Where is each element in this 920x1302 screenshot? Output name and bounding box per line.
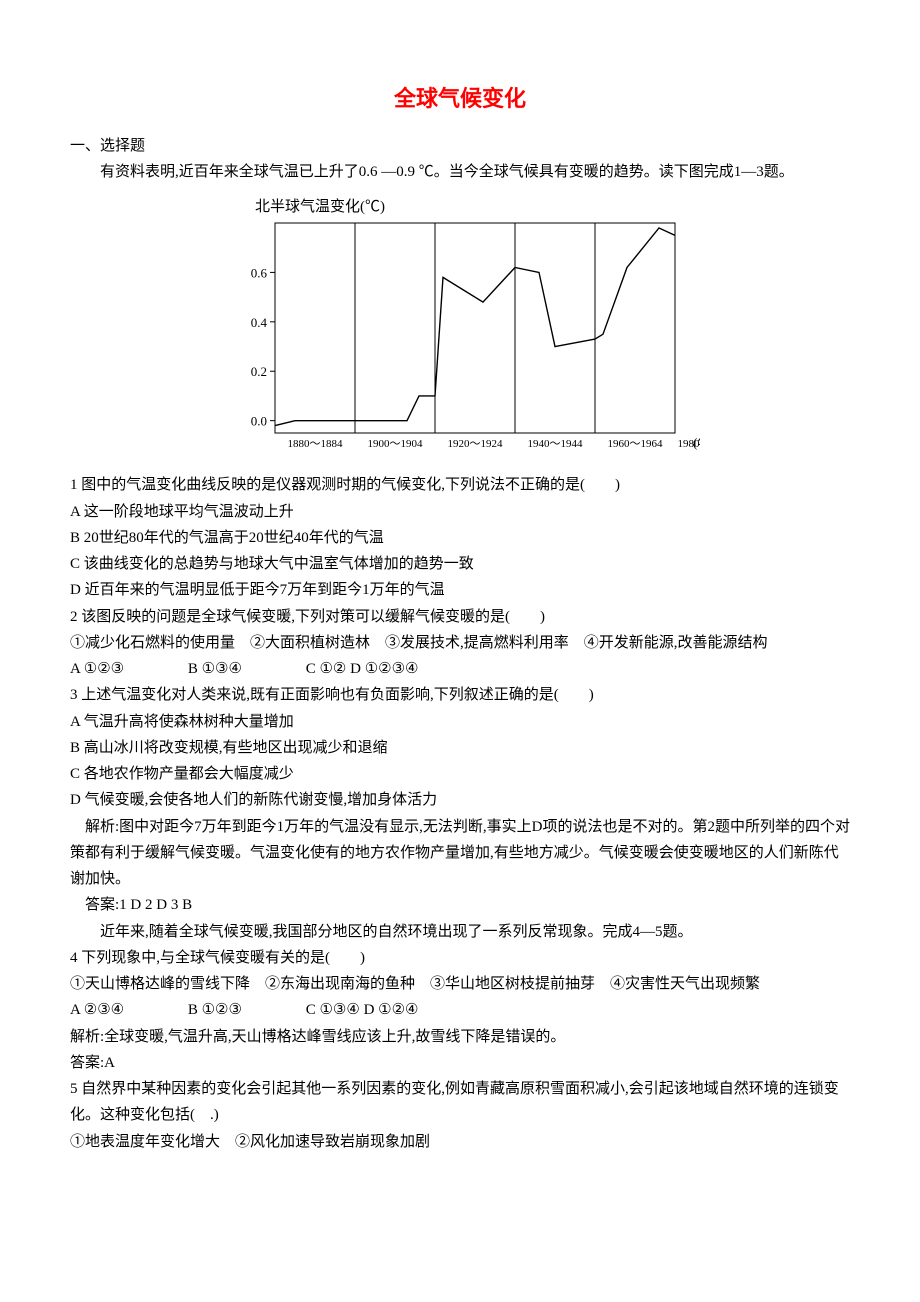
svg-text:1900～1904: 1900～1904	[368, 438, 423, 450]
q4-answer: 答案:A	[70, 1050, 850, 1076]
q2-opt-cd: C ①② D ①②③④	[306, 656, 419, 682]
svg-text:(年): (年)	[693, 435, 700, 450]
q3-opt-c: C 各地农作物产量都会大幅度减少	[70, 761, 850, 787]
q2-opt-a: A ①②③	[70, 656, 124, 682]
q1-opt-b: B 20世纪80年代的气温高于20世纪40年代的气温	[70, 525, 850, 551]
svg-text:北半球气温变化(℃): 北半球气温变化(℃)	[255, 198, 385, 215]
svg-text:0.2: 0.2	[251, 364, 267, 379]
q3-analysis: 解析:图中对距今7万年到距今1万年的气温没有显示,无法判断,事实上D项的说法也是…	[70, 814, 850, 893]
q1-stem: 1 图中的气温变化曲线反映的是仪器观测时期的气候变化,下列说法不正确的是( )	[70, 472, 850, 498]
q3-opt-d: D 气候变暖,会使各地人们的新陈代谢变慢,增加身体活力	[70, 787, 850, 813]
q1-opt-a: A 这一阶段地球平均气温波动上升	[70, 499, 850, 525]
q1-opt-d: D 近百年来的气温明显低于距今7万年到距今1万年的气温	[70, 577, 850, 603]
q3-stem: 3 上述气温变化对人类来说,既有正面影响也有负面影响,下列叙述正确的是( )	[70, 682, 850, 708]
q3-answer: 答案:1 D 2 D 3 B	[70, 892, 850, 918]
q2-items: ①减少化石燃料的使用量 ②大面积植树造林 ③发展技术,提高燃料利用率 ④开发新能…	[70, 630, 850, 656]
q4-analysis: 解析:全球变暖,气温升高,天山博格达峰雪线应该上升,故雪线下降是错误的。	[70, 1024, 850, 1050]
svg-text:1880～1884: 1880～1884	[288, 438, 343, 450]
q5-items: ①地表温度年变化增大 ②风化加速导致岩崩现象加剧	[70, 1129, 850, 1155]
svg-text:1940～1944: 1940～1944	[528, 438, 583, 450]
q2-options: A ①②③ B ①③④ C ①② D ①②③④	[70, 656, 850, 682]
q4-opt-cd: C ①③④ D ①②④	[306, 997, 419, 1023]
q4-items: ①天山博格达峰的雪线下降 ②东海出现南海的鱼种 ③华山地区树枝提前抽芽 ④灾害性…	[70, 971, 850, 997]
q4-options: A ②③④ B ①②③ C ①③④ D ①②④	[70, 997, 850, 1023]
q2-stem: 2 该图反映的问题是全球气候变暖,下列对策可以缓解气候变暖的是( )	[70, 604, 850, 630]
section-heading: 一、选择题	[70, 133, 850, 159]
page-title: 全球气候变化	[70, 80, 850, 119]
svg-text:0.6: 0.6	[251, 265, 268, 280]
temperature-chart: 北半球气温变化(℃) 0.0 0.2 0.4 0.6 1880～1884 1900～1904…	[70, 193, 850, 462]
q1-opt-c: C 该曲线变化的总趋势与地球大气中温室气体增加的趋势一致	[70, 551, 850, 577]
svg-text:0.4: 0.4	[251, 315, 268, 330]
intro-text: 有资料表明,近百年来全球气温已上升了0.6 —0.9 ℃。当今全球气候具有变暖的…	[70, 159, 850, 185]
svg-text:0.0: 0.0	[251, 414, 267, 429]
intro-45: 近年来,随着全球气候变暖,我国部分地区的自然环境出现了一系列反常现象。完成4—5…	[70, 919, 850, 945]
q4-opt-a: A ②③④	[70, 997, 124, 1023]
q4-stem: 4 下列现象中,与全球气候变暖有关的是( )	[70, 945, 850, 971]
svg-text:1920～1924: 1920～1924	[448, 438, 503, 450]
q2-opt-b: B ①③④	[188, 656, 242, 682]
q4-opt-b: B ①②③	[188, 997, 242, 1023]
chart-svg: 北半球气温变化(℃) 0.0 0.2 0.4 0.6 1880～1884 1900～1904…	[220, 193, 700, 453]
q3-opt-a: A 气温升高将使森林树种大量增加	[70, 709, 850, 735]
svg-text:1960～1964: 1960～1964	[608, 438, 663, 450]
q3-opt-b: B 高山冰川将改变规模,有些地区出现减少和退缩	[70, 735, 850, 761]
q5-stem: 5 自然界中某种因素的变化会引起其他一系列因素的变化,例如青藏高原积雪面积减小,…	[70, 1076, 850, 1129]
